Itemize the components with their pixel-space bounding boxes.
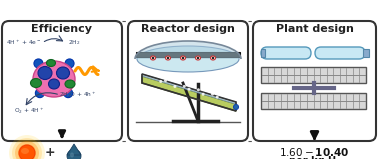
Bar [363, 49, 369, 57]
Text: Reactor design: Reactor design [141, 24, 235, 34]
Ellipse shape [18, 144, 36, 159]
Bar [136, 52, 240, 57]
Ellipse shape [48, 79, 59, 89]
Ellipse shape [12, 138, 42, 159]
Ellipse shape [216, 96, 219, 99]
FancyBboxPatch shape [315, 47, 365, 59]
Polygon shape [142, 74, 236, 104]
Ellipse shape [183, 85, 186, 88]
Ellipse shape [65, 80, 75, 88]
Ellipse shape [159, 80, 162, 83]
Ellipse shape [137, 46, 239, 72]
Text: O$_2$ + 4H$^+$: O$_2$ + 4H$^+$ [14, 106, 44, 116]
Text: 2H$_2$: 2H$_2$ [68, 38, 81, 47]
Ellipse shape [211, 56, 215, 60]
Ellipse shape [167, 57, 169, 59]
Ellipse shape [164, 79, 167, 82]
Bar [261, 49, 265, 57]
Ellipse shape [70, 152, 74, 158]
Ellipse shape [36, 89, 44, 98]
Ellipse shape [19, 145, 35, 159]
Ellipse shape [33, 61, 75, 97]
Ellipse shape [9, 135, 45, 159]
Ellipse shape [152, 57, 154, 59]
Text: Plant design: Plant design [276, 24, 353, 34]
FancyBboxPatch shape [253, 21, 376, 141]
Polygon shape [142, 76, 236, 111]
Ellipse shape [67, 149, 81, 159]
Text: +: + [45, 146, 55, 159]
Ellipse shape [195, 56, 200, 60]
Polygon shape [67, 144, 81, 155]
Text: 2H$_2$O + 4h$^+$: 2H$_2$O + 4h$^+$ [59, 90, 97, 100]
Bar [261, 67, 366, 83]
Ellipse shape [201, 93, 204, 96]
Text: per kg H₂: per kg H₂ [289, 156, 340, 159]
FancyBboxPatch shape [261, 47, 311, 59]
Ellipse shape [211, 93, 214, 96]
Ellipse shape [38, 66, 52, 80]
Text: Efficiency: Efficiency [31, 24, 93, 34]
FancyBboxPatch shape [2, 21, 122, 141]
Bar [261, 93, 366, 109]
Text: $1.60 - $10.40: $1.60 - $10.40 [279, 146, 350, 158]
Ellipse shape [65, 59, 74, 68]
Ellipse shape [21, 148, 29, 154]
Ellipse shape [64, 89, 73, 98]
Ellipse shape [31, 79, 42, 87]
Ellipse shape [234, 104, 239, 110]
Text: 4H$^+$ + 4e$^-$: 4H$^+$ + 4e$^-$ [6, 38, 41, 47]
Ellipse shape [197, 57, 199, 59]
Ellipse shape [166, 56, 170, 60]
Ellipse shape [197, 88, 200, 91]
Ellipse shape [34, 59, 43, 68]
Ellipse shape [181, 56, 186, 60]
Ellipse shape [187, 88, 191, 91]
Ellipse shape [46, 59, 56, 66]
Ellipse shape [212, 57, 214, 59]
FancyBboxPatch shape [128, 21, 248, 141]
Ellipse shape [15, 141, 39, 159]
Ellipse shape [174, 85, 177, 88]
Ellipse shape [56, 67, 70, 79]
Ellipse shape [182, 57, 184, 59]
Ellipse shape [150, 56, 155, 60]
